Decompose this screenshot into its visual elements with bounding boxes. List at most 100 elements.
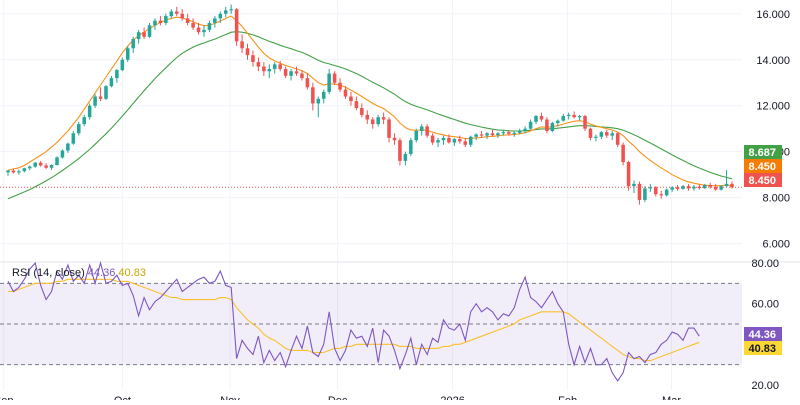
candle-body — [637, 183, 642, 200]
candle-body — [360, 108, 364, 115]
candle-body — [153, 20, 157, 26]
candle-body — [11, 170, 16, 173]
candle-body — [583, 116, 587, 129]
candle-body — [621, 144, 625, 163]
candle-body — [664, 189, 669, 196]
candle-body — [659, 194, 664, 196]
candle-body — [507, 132, 511, 134]
candle-body — [452, 139, 457, 143]
candle-body — [490, 133, 495, 136]
rsi-badge — [744, 341, 782, 355]
candle-body — [517, 131, 522, 133]
candle-body — [719, 186, 723, 190]
candle-body — [545, 119, 549, 131]
candle-body — [44, 165, 48, 168]
candle-body — [654, 187, 658, 195]
candle-body — [474, 134, 478, 137]
candle-body — [447, 137, 451, 143]
candle-body — [49, 165, 54, 168]
candle-body — [234, 9, 239, 42]
price-badge-label: 8.687 — [748, 147, 776, 159]
rsi-badge-label: 44.36 — [748, 329, 776, 341]
candle-body — [485, 133, 489, 136]
candle-body — [240, 41, 244, 49]
candle-body — [419, 126, 424, 131]
candle-body — [370, 119, 375, 125]
candle-body — [218, 13, 223, 19]
candle-body — [398, 140, 402, 161]
candle-body — [550, 122, 555, 131]
candle-body — [381, 117, 386, 120]
rsi-badge-label: 40.83 — [748, 343, 776, 355]
candle-body — [316, 98, 321, 104]
candle-body — [213, 18, 217, 23]
candle-body — [93, 96, 97, 106]
candle-body — [245, 48, 250, 56]
candle-body — [251, 55, 255, 63]
candle-body — [327, 73, 331, 92]
candle-body — [87, 105, 92, 118]
candle-body — [648, 187, 653, 189]
candle-body — [180, 13, 184, 19]
candle-body — [528, 121, 533, 129]
candle-body — [229, 9, 233, 11]
candle-body — [708, 185, 712, 187]
price-tick-label: 16.000 — [756, 9, 790, 21]
candle-body — [561, 116, 566, 121]
candle-body — [223, 10, 228, 14]
candle-body — [76, 124, 81, 134]
candle-body — [675, 187, 680, 189]
candle-body — [392, 137, 397, 141]
x-axis-label: Nov — [220, 395, 240, 400]
price-tick-label: 8.000 — [762, 193, 790, 205]
x-axis-label: Mar — [662, 395, 681, 400]
candle-body — [196, 27, 201, 33]
candle-body — [512, 132, 517, 134]
candle-body — [305, 78, 310, 88]
candle-body — [626, 162, 631, 187]
candle-body — [441, 137, 446, 141]
candle-body — [120, 59, 125, 71]
candle-body — [262, 66, 266, 72]
candle-body — [365, 114, 370, 120]
candle-body — [643, 188, 647, 200]
ema-slow-line — [7, 31, 733, 200]
candle-body — [71, 133, 76, 144]
rsi-tick-label: 60.00 — [751, 299, 779, 311]
candle-body — [338, 82, 342, 90]
candles — [6, 4, 734, 205]
price-badge — [744, 145, 782, 159]
candle-body — [501, 132, 506, 134]
rsi-tick-label: 80.00 — [751, 258, 779, 270]
candle-body — [142, 32, 146, 37]
candle-body — [185, 18, 190, 23]
candle-body — [615, 133, 620, 145]
candle-body — [610, 133, 615, 136]
candle-body — [55, 157, 59, 166]
candle-body — [272, 64, 277, 69]
candle-body — [332, 73, 337, 83]
candle-body — [539, 116, 544, 120]
candle-body — [125, 48, 130, 60]
price-tick-label: 14.000 — [756, 55, 790, 67]
rsi-line — [7, 260, 700, 382]
price-badge — [744, 159, 782, 173]
candle-body — [311, 87, 315, 104]
candle-body — [566, 114, 571, 117]
candle-body — [82, 117, 86, 125]
candle-body — [169, 11, 174, 17]
candle-body — [577, 116, 582, 118]
candle-body — [22, 168, 27, 172]
candle-body — [594, 136, 598, 138]
candle-body — [131, 39, 135, 49]
rsi-legend-ma-value: 40.83 — [118, 267, 146, 279]
candle-body — [496, 133, 500, 136]
candle-body — [387, 119, 391, 138]
candle-body — [403, 153, 408, 161]
candle-body — [463, 141, 468, 145]
candle-body — [17, 171, 21, 173]
rsi-legend: RSI (14, close) 44.36 40.83 — [12, 267, 146, 279]
candle-body — [713, 186, 718, 190]
price-tick-label: 6.000 — [762, 239, 790, 251]
candle-body — [479, 134, 484, 136]
